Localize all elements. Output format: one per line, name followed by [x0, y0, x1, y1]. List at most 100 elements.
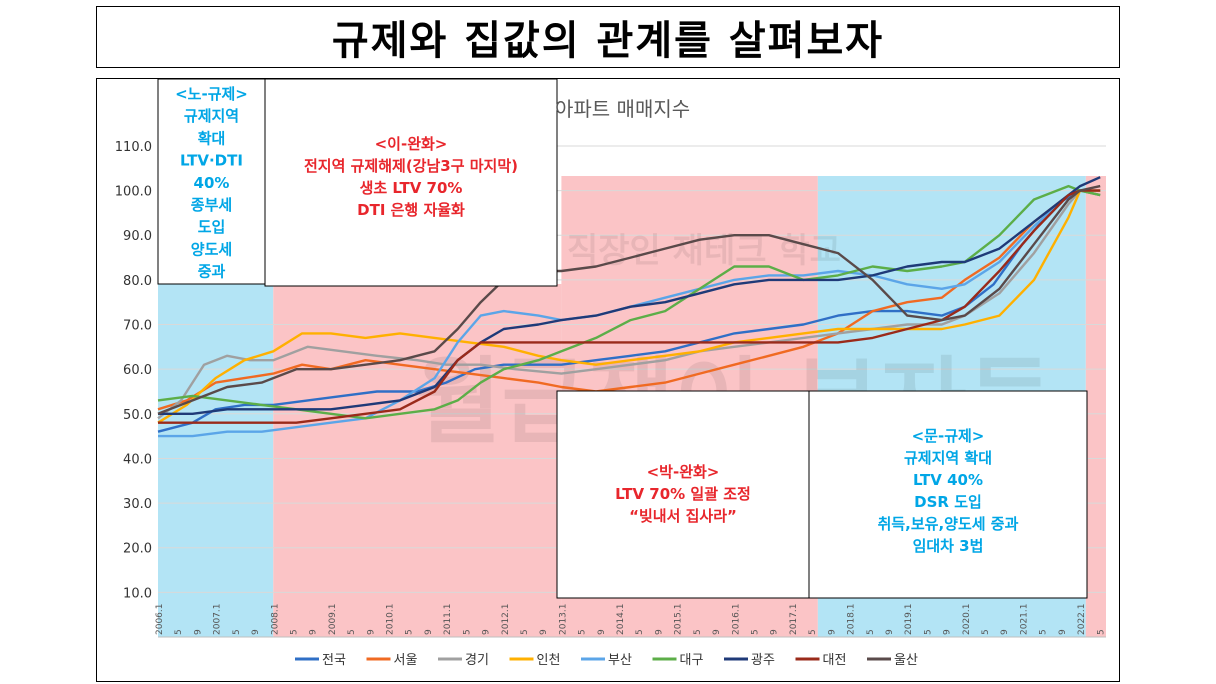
period-box-line: 전지역 규제해제(강남3구 마지막)	[304, 157, 518, 175]
y-tick-label: 60.0	[123, 363, 152, 378]
period-box-line: <박-완화>	[647, 463, 720, 481]
series-line-인천	[157, 189, 1101, 424]
y-tick-label: 30.0	[123, 497, 152, 512]
period-box-line: DSR 도입	[914, 493, 982, 511]
x-tick-label: 2010.1	[386, 604, 396, 636]
period-box-0	[157, 79, 266, 285]
chart-frame: 직장인 재테크 학교월급쟁이 부자들 <노-규제>규제지역확대LTV·DTI40…	[96, 78, 1120, 682]
period-box-line: LTV 40%	[913, 471, 983, 489]
y-tick-label: 70.0	[123, 319, 152, 334]
period-box-1	[264, 79, 558, 287]
series-line-광주	[158, 176, 1101, 415]
x-tick-label: 9	[366, 629, 376, 635]
period-box-line: 생초 LTV 70%	[360, 179, 463, 197]
x-tick-label: 9	[482, 629, 492, 635]
x-tick-label: 2011.1	[443, 604, 453, 636]
x-tick-label: 9	[539, 629, 549, 635]
period-shade-4	[1085, 176, 1106, 637]
y-tick-label: 20.0	[123, 542, 152, 557]
x-tick-label: 5	[635, 629, 645, 635]
y-tick-label: 90.0	[123, 229, 152, 244]
period-box-line: LTV 70% 일괄 조정	[615, 485, 751, 503]
y-tick-label: 10.0	[123, 586, 152, 601]
x-tick-label: 2007.1	[213, 604, 223, 636]
period-box-line: “빚내서 집사라”	[629, 507, 737, 525]
x-tick-label: 9	[1058, 629, 1068, 635]
x-tick-label: 2016.1	[731, 604, 741, 636]
x-tick-label: 2009.1	[328, 604, 338, 636]
period-box-line: DTI 은행 자율화	[357, 201, 465, 219]
legend-entry: 울산	[894, 653, 918, 668]
period-shade-1	[273, 284, 562, 637]
period-box-line: <이-완화>	[375, 135, 448, 153]
x-tick-label: 2008.1	[270, 604, 280, 636]
x-tick-label: 2012.1	[501, 604, 511, 636]
x-tick-label: 5	[405, 629, 415, 635]
x-tick-label: 5	[578, 629, 588, 635]
legend-entry: 부산	[608, 653, 632, 668]
series-line-서울	[157, 189, 1101, 411]
period-box-line: 확대	[198, 129, 226, 147]
x-tick-label: 2017.1	[789, 604, 799, 636]
x-tick-label: 5	[462, 629, 472, 635]
legend-entry: 서울	[394, 653, 418, 668]
legend-entry: 경기	[465, 653, 489, 668]
x-tick-label: 9	[309, 629, 319, 635]
period-box-line: 취득,보유,양도세 중과	[878, 515, 1019, 533]
x-tick-label: 9	[827, 629, 837, 635]
period-box-line: 40%	[194, 174, 230, 192]
x-tick-label: 5	[866, 629, 876, 635]
x-tick-label: 5	[347, 629, 357, 635]
period-box-line: 임대차 3법	[913, 537, 984, 555]
x-tick-label: 5	[693, 629, 703, 635]
x-tick-label: 2006.1	[155, 604, 165, 636]
x-tick-label: 5	[808, 629, 818, 635]
x-tick-label: 9	[1000, 629, 1010, 635]
x-tick-label: 9	[424, 629, 434, 635]
period-box-line: 규제지역	[184, 107, 239, 125]
x-tick-label: 5	[751, 629, 761, 635]
x-tick-label: 9	[770, 629, 780, 635]
x-tick-label: 9	[885, 629, 895, 635]
period-box-3	[808, 390, 1088, 599]
period-box-line: <노-규제>	[175, 85, 248, 103]
x-tick-label: 2019.1	[904, 604, 914, 636]
legend-entry: 대구	[680, 653, 704, 668]
y-tick-label: 50.0	[123, 408, 152, 423]
x-tick-label: 5	[923, 629, 933, 635]
x-tick-label: 5	[1039, 629, 1049, 635]
x-tick-label: 2021.1	[1019, 604, 1029, 636]
x-tick-label: 9	[597, 629, 607, 635]
page-title: 규제와 집값의 관계를 살펴보자	[96, 6, 1120, 68]
x-tick-label: 2014.1	[616, 604, 626, 636]
legend-entry: 인천	[537, 653, 561, 668]
x-tick-label: 9	[193, 629, 203, 635]
y-tick-label: 100.0	[115, 185, 152, 200]
legend-entry: 전국	[322, 653, 346, 668]
x-tick-label: 5	[981, 629, 991, 635]
x-tick-label: 5	[1096, 629, 1106, 635]
x-tick-label: 5	[520, 629, 530, 635]
chart-title: 아파트 매매지수	[555, 97, 690, 121]
period-box-line: 규제지역 확대	[904, 449, 992, 467]
x-tick-label: 2015.1	[674, 604, 684, 636]
x-tick-label: 2018.1	[847, 604, 857, 636]
period-box-line: 도입	[198, 218, 226, 236]
price-index-chart: 직장인 재테크 학교월급쟁이 부자들 <노-규제>규제지역확대LTV·DTI40…	[115, 79, 1106, 668]
x-tick-label: 2020.1	[962, 604, 972, 636]
x-tick-label: 5	[232, 629, 242, 635]
x-tick-label: 5	[174, 629, 184, 635]
period-box-line: 중과	[198, 263, 226, 281]
period-box-line: 양도세	[191, 240, 232, 258]
series-line-대전	[158, 189, 1101, 424]
legend-entry: 광주	[751, 653, 775, 668]
x-tick-label: 9	[943, 629, 953, 635]
watermark-line2: 직장인 재테크 학교	[567, 231, 841, 271]
x-tick-label: 5	[289, 629, 299, 635]
x-tick-label: 9	[654, 629, 664, 635]
x-tick-label: 9	[712, 629, 722, 635]
period-box-line: 종부세	[191, 196, 232, 214]
x-tick-label: 2022.1	[1077, 604, 1087, 636]
y-tick-label: 40.0	[123, 452, 152, 467]
legend-entry: 대전	[823, 653, 847, 668]
